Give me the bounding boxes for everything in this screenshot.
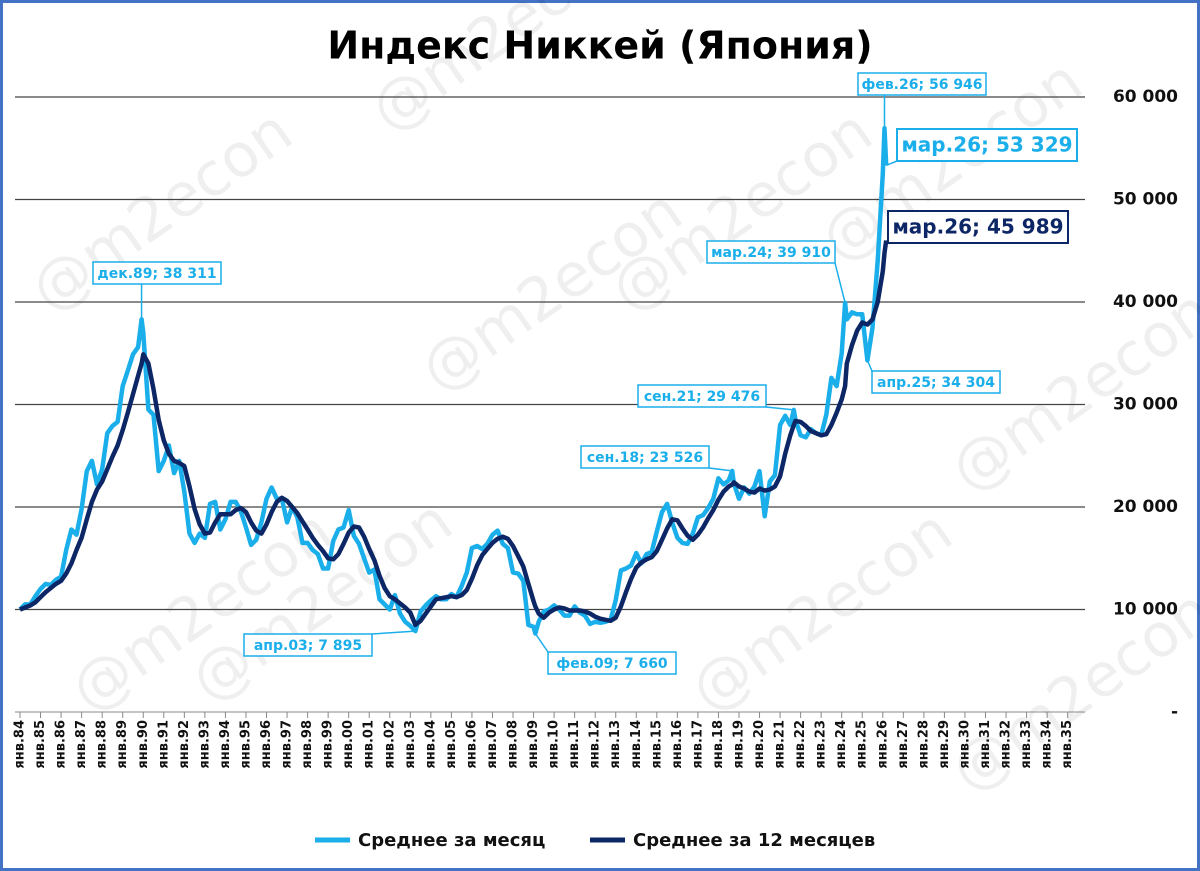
x-tick-label: янв.09 <box>526 720 541 769</box>
x-tick-label: янв.95 <box>238 720 253 769</box>
x-tick-label: янв.02 <box>382 720 397 769</box>
x-tick-label: янв.15 <box>649 720 664 769</box>
annotation-box <box>857 72 987 96</box>
x-tick-label: янв.27 <box>896 720 911 769</box>
annotation: апр.25; 34 304 <box>877 375 995 391</box>
x-tick-label: янв.34 <box>1040 720 1055 769</box>
x-tick-label: янв.92 <box>177 720 192 769</box>
x-tick-label: янв.06 <box>464 720 479 769</box>
x-tick-label: янв.91 <box>156 720 171 769</box>
x-tick-label: янв.18 <box>711 720 726 769</box>
annotation-box <box>92 261 222 285</box>
x-tick-label: янв.35 <box>1060 720 1075 769</box>
x-tick-label: янв.33 <box>1019 720 1034 769</box>
chart-title: Индекс Никкей (Япония) <box>327 24 872 68</box>
x-tick-label: янв.89 <box>115 720 130 769</box>
annotation-leader <box>885 160 898 167</box>
x-tick-label: янв.97 <box>280 720 295 769</box>
x-tick-label: янв.87 <box>74 720 89 769</box>
x-tick-label: янв.21 <box>773 720 788 769</box>
x-tick-label: янв.24 <box>834 720 849 769</box>
x-tick-label: янв.12 <box>588 720 603 769</box>
legend-label: Среднее за месяц <box>358 830 545 851</box>
x-tick-label: янв.86 <box>54 720 69 769</box>
annotation-box <box>871 370 1001 394</box>
x-tick-label: янв.93 <box>197 720 212 769</box>
x-tick-label: янв.05 <box>444 720 459 769</box>
x-tick-label: янв.14 <box>629 720 644 769</box>
annotation: дек.89; 38 311 <box>97 266 216 282</box>
x-tick-label: янв.99 <box>321 720 336 769</box>
y-tick-label: 40 000 <box>1113 292 1178 312</box>
annotation: сен.18; 23 526 <box>587 450 703 466</box>
x-tick-label: янв.96 <box>259 720 274 769</box>
x-tick-label: янв.10 <box>547 720 562 769</box>
x-tick-label: янв.20 <box>752 720 767 769</box>
annotation-box <box>887 210 1069 244</box>
x-tick-label: янв.23 <box>814 720 829 769</box>
annotation-box <box>243 633 373 657</box>
x-tick-label: янв.90 <box>136 720 151 769</box>
annotation-leader <box>834 262 846 304</box>
x-tick-label: янв.85 <box>33 720 48 769</box>
annotation: мар.26; 45 989 <box>892 215 1063 239</box>
x-tick-label: янв.01 <box>362 720 377 769</box>
annotation-leader <box>765 406 794 411</box>
annotation: мар.26; 53 329 <box>901 133 1072 157</box>
x-tick-label: янв.19 <box>731 720 746 769</box>
x-tick-label: янв.22 <box>793 720 808 769</box>
x-tick-label: янв.11 <box>567 720 582 769</box>
annotation-leader <box>371 630 416 635</box>
annotation-box <box>547 651 677 675</box>
x-tick-label: янв.31 <box>978 720 993 769</box>
x-tick-label: янв.26 <box>875 720 890 769</box>
x-tick-label: янв.29 <box>937 720 952 769</box>
y-tick-label: 20 000 <box>1113 497 1178 517</box>
annotation-box <box>637 384 767 408</box>
x-tick-label: янв.17 <box>690 720 705 769</box>
series-line <box>19 240 889 628</box>
annotation-leader <box>708 467 733 472</box>
y-tick-label: - <box>1171 702 1178 722</box>
x-tick-label: янв.08 <box>506 720 521 769</box>
legend-label: Среднее за 12 месяцев <box>633 830 875 851</box>
annotation: фев.26; 56 946 <box>861 77 982 93</box>
x-tick-label: янв.32 <box>999 720 1014 769</box>
y-tick-label: 50 000 <box>1113 190 1178 210</box>
x-tick-label: янв.16 <box>670 720 685 769</box>
x-tick-label: янв.28 <box>916 720 931 769</box>
series-line <box>18 126 889 636</box>
x-tick-label: янв.84 <box>13 720 28 769</box>
y-tick-label: 30 000 <box>1113 395 1178 415</box>
x-tick-label: янв.25 <box>855 720 870 769</box>
x-tick-label: янв.07 <box>485 720 500 769</box>
annotation: фев.09; 7 660 <box>556 656 668 672</box>
annotation-box <box>580 445 710 469</box>
x-tick-label: янв.03 <box>403 720 418 769</box>
x-tick-label: янв.00 <box>341 720 356 769</box>
x-tick-label: янв.04 <box>423 720 438 769</box>
annotation: апр.03; 7 895 <box>254 638 362 654</box>
y-tick-label: 10 000 <box>1113 600 1178 620</box>
x-tick-label: янв.30 <box>957 720 972 769</box>
annotation: сен.21; 29 476 <box>644 389 760 405</box>
y-tick-label: 60 000 <box>1113 87 1178 107</box>
annotation: мар.24; 39 910 <box>711 245 831 261</box>
x-tick-label: янв.13 <box>608 720 623 769</box>
annotation-box <box>706 240 836 264</box>
annotation-leader <box>534 633 549 653</box>
x-tick-label: янв.94 <box>218 720 233 769</box>
x-tick-label: янв.88 <box>95 720 110 769</box>
annotation-box <box>896 128 1078 162</box>
annotation-leader <box>866 360 873 372</box>
x-tick-label: янв.98 <box>300 720 315 769</box>
